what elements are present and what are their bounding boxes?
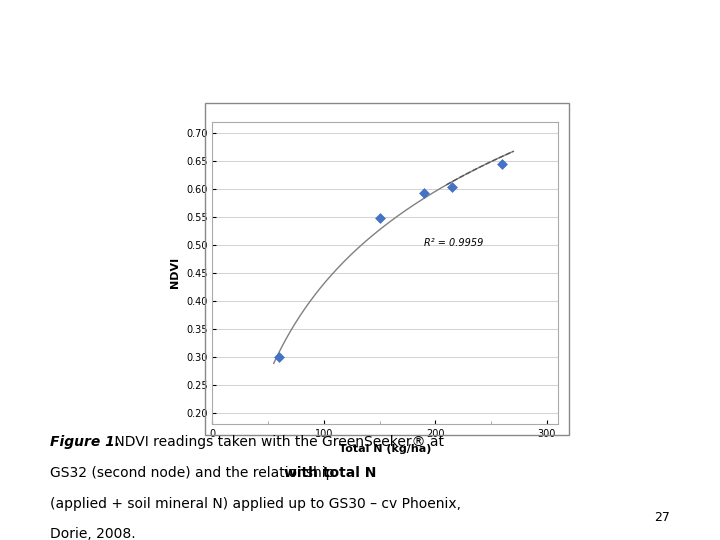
Point: [418, 188, 430, 197]
Text: 27: 27: [654, 511, 670, 524]
Text: GS32 (second node) and the relationship: GS32 (second node) and the relationship: [50, 466, 339, 480]
Text: Dorie, 2008.: Dorie, 2008.: [50, 526, 136, 540]
Point: [274, 353, 285, 361]
Text: Figure 1.: Figure 1.: [50, 435, 120, 449]
Y-axis label: NDVI: NDVI: [171, 257, 180, 288]
Text: with total N: with total N: [284, 466, 377, 480]
Text: (applied + soil mineral N) applied up to GS30 – cv Phoenix,: (applied + soil mineral N) applied up to…: [50, 497, 462, 511]
Text: R² = 0.9959: R² = 0.9959: [424, 238, 484, 248]
X-axis label: Total N (kg/ha): Total N (kg/ha): [339, 444, 431, 454]
Point: [446, 183, 458, 191]
Text: NDVI readings taken with the GreenSeeker® at: NDVI readings taken with the GreenSeeker…: [110, 435, 444, 449]
Point: [497, 159, 508, 168]
Point: [374, 213, 385, 222]
